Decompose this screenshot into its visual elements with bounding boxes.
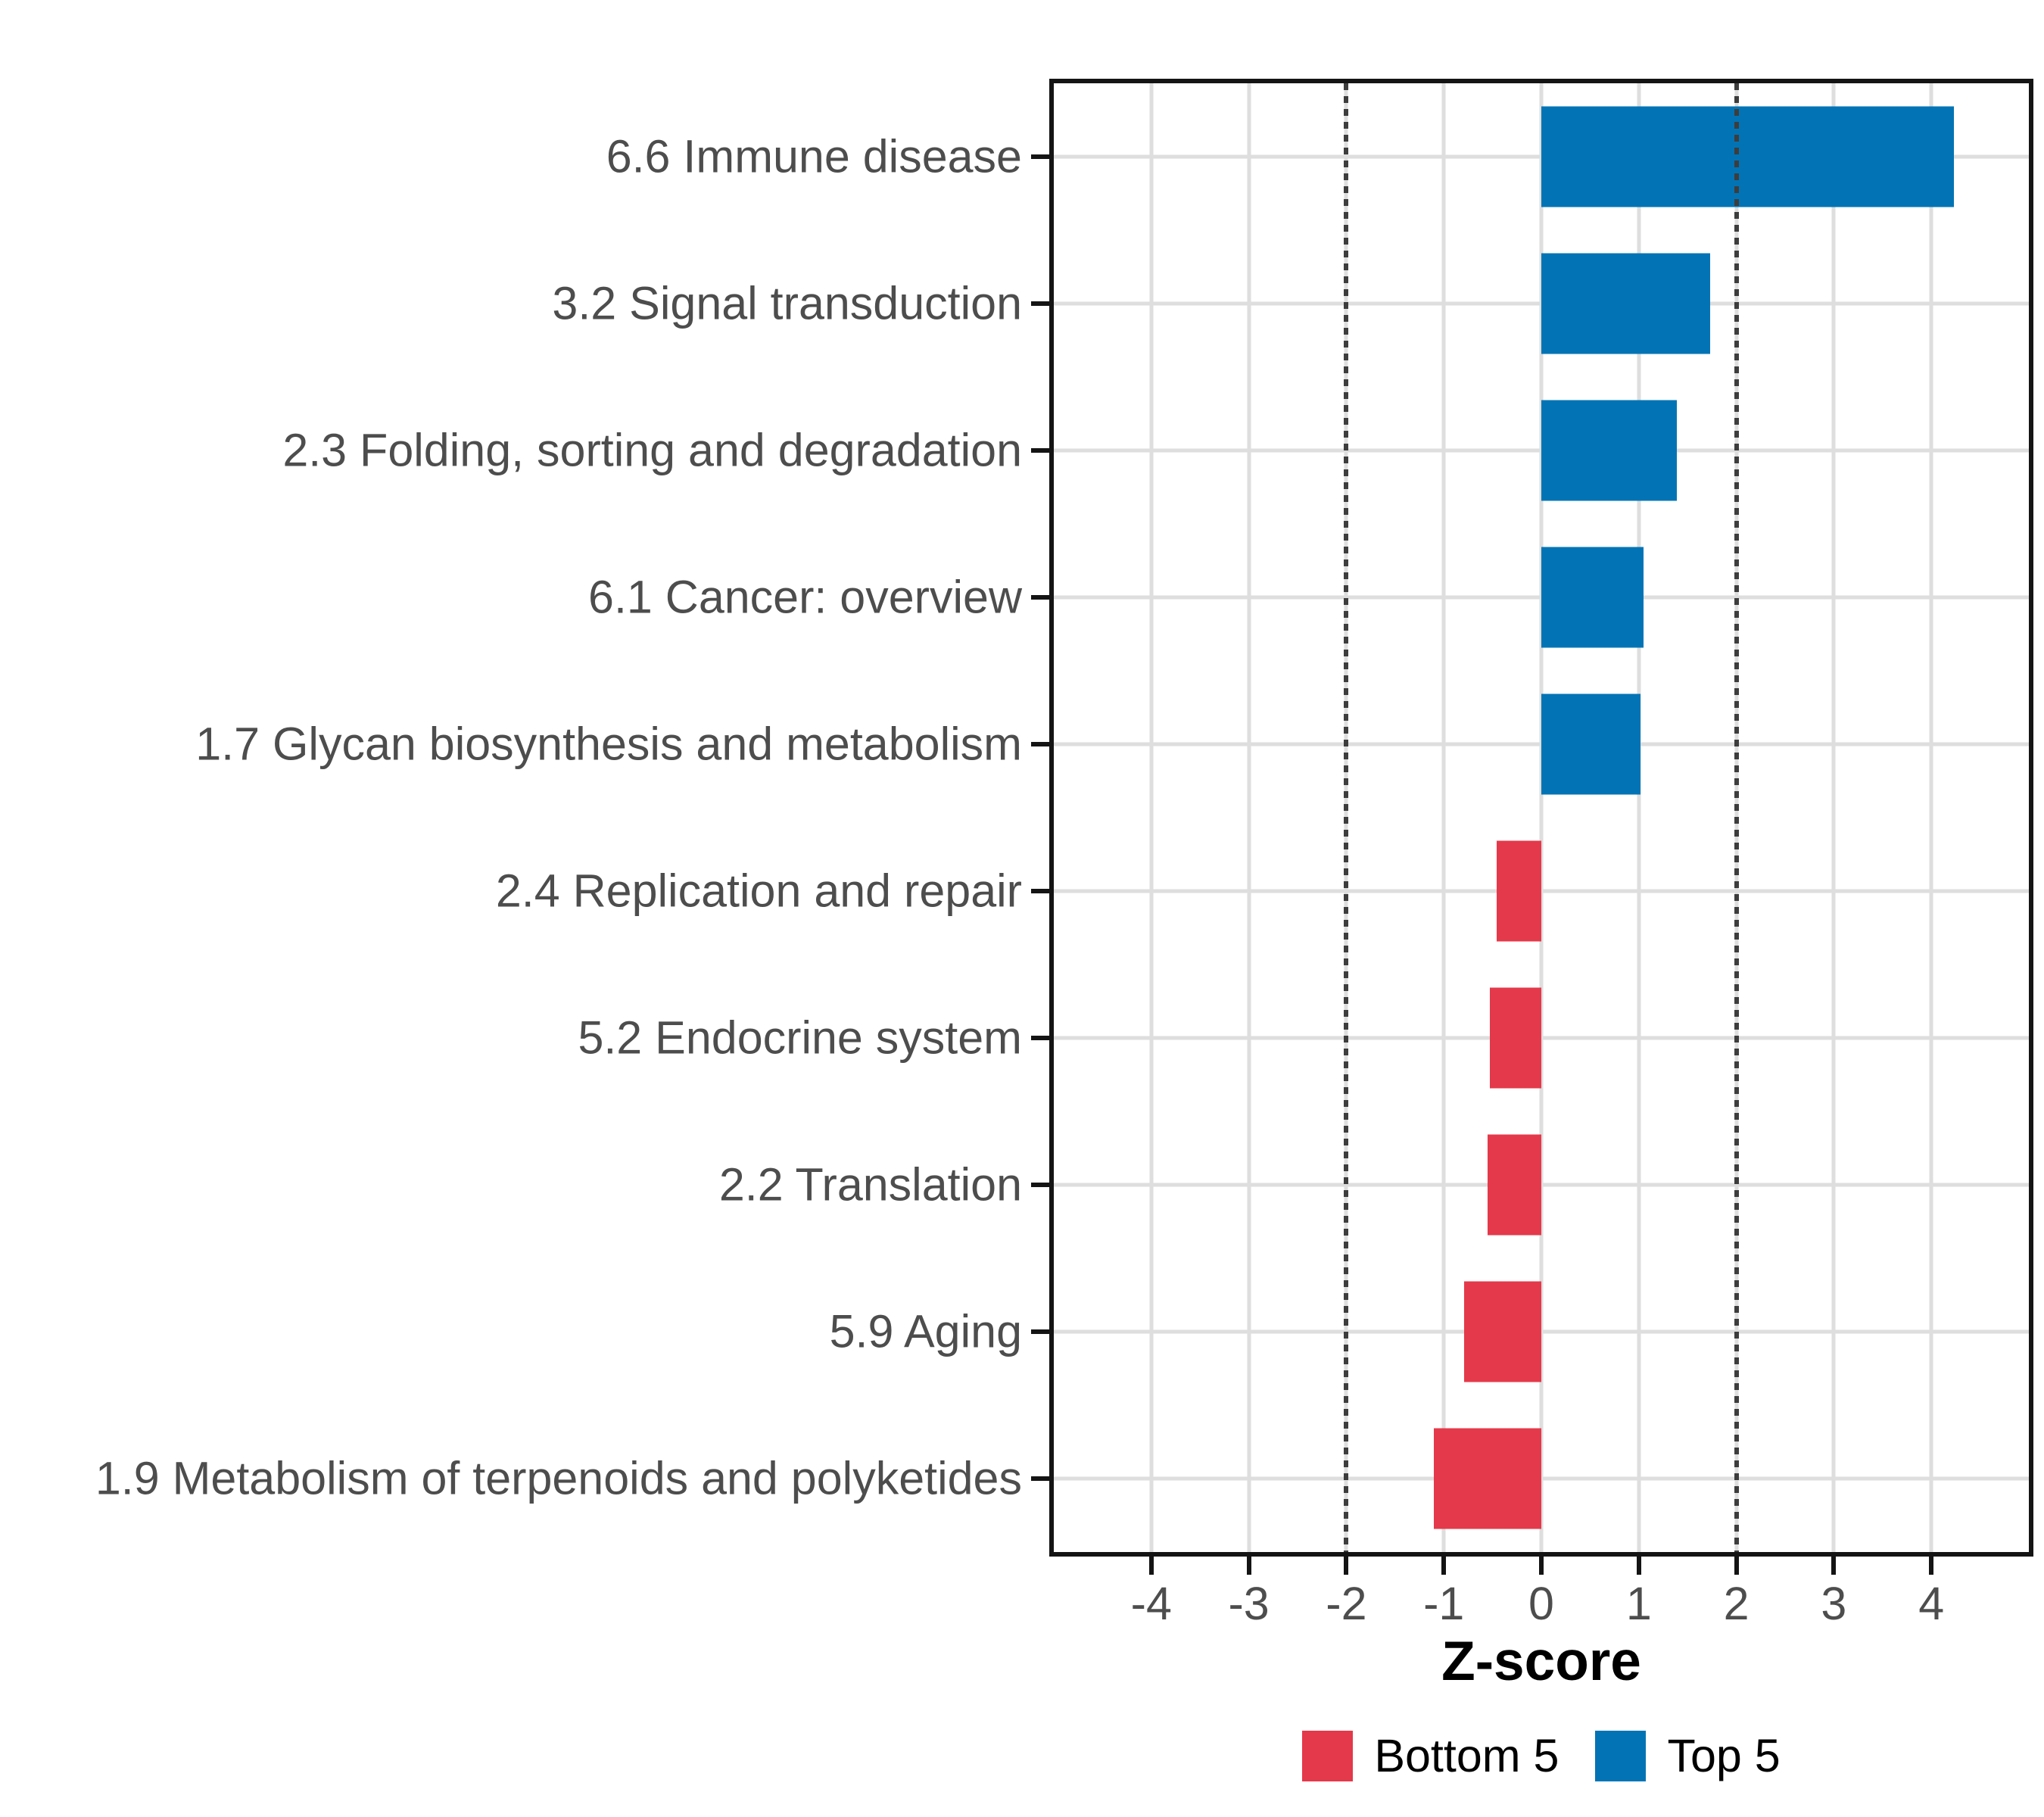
legend-item: Top 5 — [1595, 1730, 1781, 1781]
x-axis-tick — [1441, 1557, 1447, 1575]
x-axis-tick — [1148, 1557, 1154, 1575]
legend-label: Bottom 5 — [1374, 1730, 1559, 1781]
y-axis-tick — [1031, 1476, 1049, 1481]
gridline-vertical — [1441, 83, 1446, 1552]
x-axis-ticks — [1054, 1557, 2029, 1575]
y-axis-label: 6.6 Immune disease — [606, 130, 1022, 182]
y-axis-tick — [1031, 448, 1049, 453]
gridline-vertical — [1637, 83, 1641, 1552]
x-axis-tick-label: -2 — [1326, 1578, 1367, 1629]
y-axis-labels: 6.6 Immune disease 3.2 Signal transductio… — [0, 83, 1022, 1552]
gridline-vertical — [1831, 83, 1836, 1552]
x-axis-tick-label: 1 — [1625, 1578, 1652, 1629]
y-axis-tick — [1031, 1036, 1049, 1040]
y-axis-tick — [1031, 889, 1049, 893]
bar-bottom5 — [1464, 1281, 1541, 1382]
bar-bottom5 — [1488, 1134, 1541, 1236]
y-axis-label: 1.7 Glycan biosynthesis and metabolism — [195, 718, 1022, 770]
x-axis-tick-labels: -4 -3 -2 -1 0 1 2 3 4 — [1054, 1581, 2029, 1634]
y-axis-label: 5.2 Endocrine system — [578, 1011, 1022, 1064]
gridline-vertical — [1929, 83, 1933, 1552]
y-axis-tick — [1031, 595, 1049, 600]
y-axis-label: 2.2 Translation — [718, 1158, 1022, 1211]
x-axis-tick-label: 3 — [1821, 1578, 1847, 1629]
y-axis-label: 2.3 Folding, sorting and degradation — [282, 424, 1022, 476]
x-axis-tick — [1831, 1557, 1837, 1575]
bar-top5 — [1541, 693, 1641, 795]
x-axis-tick-label: 2 — [1723, 1578, 1750, 1629]
y-axis-label: 3.2 Signal transduction — [552, 277, 1022, 329]
bar-bottom5 — [1489, 987, 1541, 1089]
x-axis-tick — [1246, 1557, 1251, 1575]
reference-line-dashed — [1734, 83, 1739, 1552]
legend-key-bottom5 — [1302, 1731, 1354, 1781]
y-axis-tick — [1031, 1183, 1049, 1187]
legend-key-top5 — [1595, 1731, 1647, 1781]
bar-top5 — [1541, 547, 1644, 648]
x-axis-tick-label: -4 — [1130, 1578, 1172, 1629]
legend-label: Top 5 — [1667, 1730, 1781, 1781]
x-axis-tick — [1344, 1557, 1349, 1575]
y-axis-label: 1.9 Metabolism of terpenoids and polyket… — [95, 1452, 1022, 1504]
y-axis-tick — [1031, 1329, 1049, 1334]
x-axis-tick-label: 4 — [1918, 1578, 1945, 1629]
gridline-vertical — [1149, 83, 1154, 1552]
y-axis-label: 2.4 Replication and repair — [495, 865, 1022, 917]
x-axis-tick-label: -1 — [1423, 1578, 1465, 1629]
x-axis-tick — [1539, 1557, 1544, 1575]
y-axis-tick — [1031, 742, 1049, 746]
y-axis-tick — [1031, 154, 1049, 159]
y-axis-label: 5.9 Aging — [829, 1305, 1022, 1357]
y-axis-label: 6.1 Cancer: overview — [588, 571, 1022, 623]
bar-top5 — [1541, 253, 1710, 354]
x-axis-title: Z-score — [1441, 1631, 1641, 1692]
reference-line-dashed — [1344, 83, 1349, 1552]
bar-top5 — [1541, 400, 1678, 501]
gridline-vertical — [1539, 83, 1544, 1552]
y-axis-ticks — [1031, 83, 1049, 1552]
x-axis-tick — [1734, 1557, 1739, 1575]
legend: Bottom 5 Top 5 — [1054, 1731, 2029, 1781]
bar-bottom5 — [1434, 1428, 1541, 1529]
gridline-vertical — [1247, 83, 1251, 1552]
y-axis-tick — [1031, 301, 1049, 306]
bar-top5 — [1541, 106, 1954, 207]
x-axis-tick — [1929, 1557, 1934, 1575]
plot-panel — [1049, 79, 2033, 1557]
bar-bottom5 — [1496, 840, 1541, 942]
x-axis-tick-label: 0 — [1528, 1578, 1554, 1629]
x-axis-tick — [1636, 1557, 1641, 1575]
legend-item: Bottom 5 — [1302, 1731, 1559, 1781]
x-axis-tick-label: -3 — [1228, 1578, 1270, 1629]
